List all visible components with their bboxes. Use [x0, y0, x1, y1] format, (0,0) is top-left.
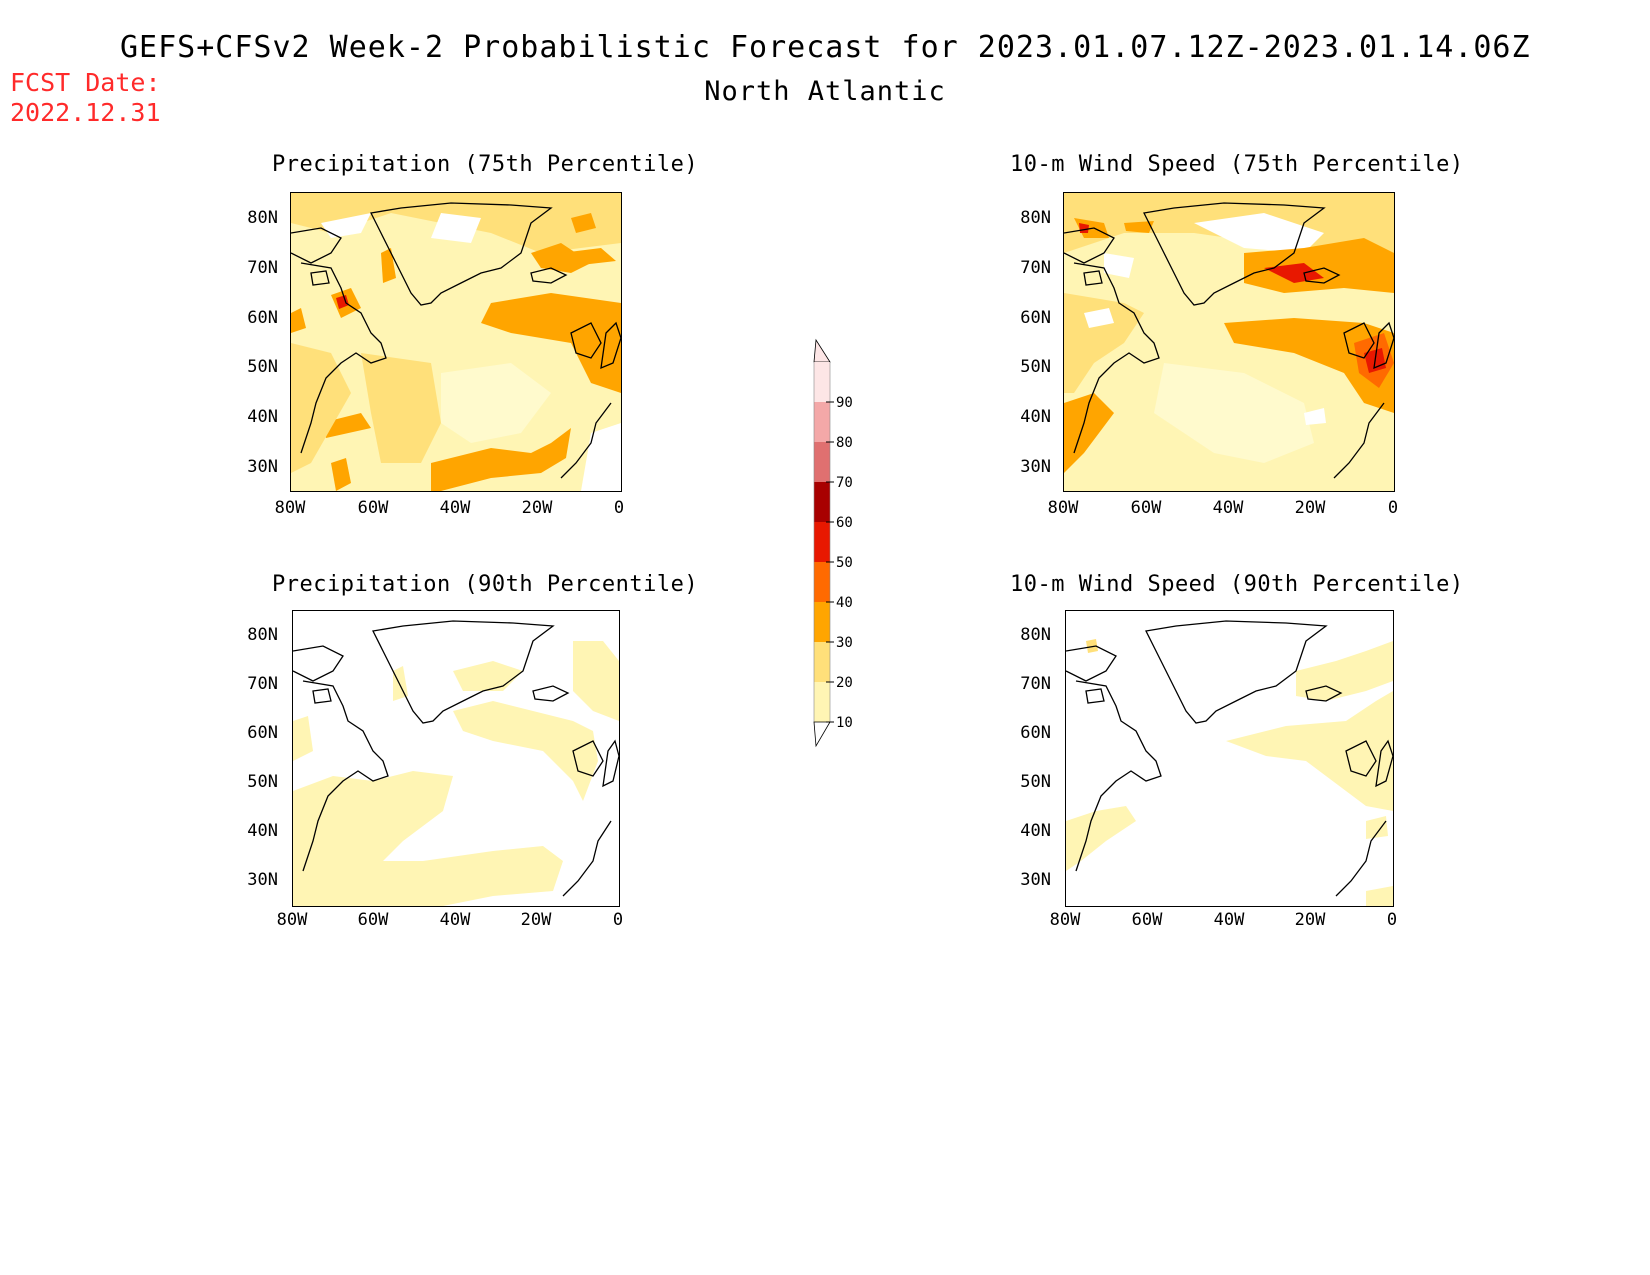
lat-label: 50N	[1020, 772, 1051, 792]
map-area	[292, 610, 620, 907]
lat-label: 80N	[247, 625, 278, 645]
lon-label: 0	[612, 910, 624, 930]
lon-label: 20W	[1294, 910, 1326, 930]
colorbar-label: 90	[836, 395, 853, 411]
colorbar-label: 40	[836, 595, 853, 611]
map-area	[1065, 610, 1394, 907]
lat-label: 80N	[247, 208, 278, 228]
lon-label: 40W	[439, 498, 471, 518]
colorbar-swatch	[814, 442, 830, 482]
region-subtitle: North Atlantic	[704, 76, 946, 107]
colorbar-label: 70	[836, 475, 853, 491]
lon-label: 20W	[521, 498, 553, 518]
lon-label: 20W	[520, 910, 552, 930]
lon-label: 80W	[274, 498, 306, 518]
colorbar: 10 20 30 40 50 60 70 80 90	[810, 338, 870, 752]
map-area	[1063, 192, 1395, 492]
lat-label: 70N	[247, 674, 278, 694]
lat-label: 50N	[247, 772, 278, 792]
panel-title: 10-m Wind Speed (75th Percentile)	[1010, 152, 1464, 177]
field-shading	[291, 193, 621, 491]
lat-label: 40N	[247, 821, 278, 841]
colorbar-label: 80	[836, 435, 853, 451]
lat-label: 80N	[1020, 208, 1051, 228]
lon-label: 20W	[1294, 498, 1326, 518]
colorbar-swatch	[814, 602, 830, 642]
lon-label: 80W	[1047, 498, 1079, 518]
panel-title: Precipitation (75th Percentile)	[272, 152, 699, 177]
lon-label: 60W	[357, 498, 389, 518]
colorbar-label: 50	[836, 555, 853, 571]
colorbar-swatch	[814, 642, 830, 682]
lat-label: 70N	[1020, 674, 1051, 694]
lon-label: 80W	[1049, 910, 1081, 930]
lat-label: 30N	[1020, 457, 1051, 477]
lat-label: 40N	[1020, 821, 1051, 841]
field-shading	[1064, 193, 1394, 491]
forecast-date-value: 2022.12.31	[10, 98, 161, 127]
lat-label: 50N	[247, 357, 278, 377]
colorbar-swatch	[814, 562, 830, 602]
forecast-date-block: FCST Date: 2022.12.31	[10, 68, 161, 128]
field-shading	[1066, 611, 1393, 906]
colorbar-swatch	[814, 402, 830, 442]
lon-label: 60W	[357, 910, 389, 930]
colorbar-swatch	[814, 482, 830, 522]
lat-label: 40N	[1020, 407, 1051, 427]
lat-label: 60N	[1020, 723, 1051, 743]
colorbar-label: 60	[836, 515, 853, 531]
lat-label: 50N	[1020, 357, 1051, 377]
lon-label: 0	[1386, 910, 1398, 930]
colorbar-label: 20	[836, 675, 853, 691]
colorbar-bottom-cap	[813, 721, 831, 748]
colorbar-swatches: 10 20 30 40 50 60 70 80 90	[813, 338, 853, 748]
field-shading	[293, 611, 619, 906]
lon-label: 40W	[1213, 910, 1245, 930]
colorbar-top-cap	[813, 338, 831, 363]
main-title: GEFS+CFSv2 Week-2 Probabilistic Forecast…	[120, 30, 1531, 65]
lon-label: 40W	[1212, 498, 1244, 518]
colorbar-swatch	[814, 522, 830, 562]
colorbar-label: 30	[836, 635, 853, 651]
colorbar-label: 10	[836, 715, 853, 731]
lat-label: 30N	[1020, 870, 1051, 890]
lon-label: 60W	[1131, 910, 1163, 930]
colorbar-swatch	[814, 682, 830, 722]
lon-label: 40W	[439, 910, 471, 930]
lat-label: 30N	[247, 457, 278, 477]
lat-label: 80N	[1020, 625, 1051, 645]
lon-label: 80W	[276, 910, 308, 930]
panel-title: Precipitation (90th Percentile)	[272, 572, 699, 597]
forecast-date-label: FCST Date:	[10, 68, 161, 97]
lon-label: 0	[613, 498, 625, 518]
map-area	[290, 192, 622, 492]
lat-label: 40N	[247, 407, 278, 427]
lon-label: 0	[1387, 498, 1399, 518]
panel-title: 10-m Wind Speed (90th Percentile)	[1010, 572, 1464, 597]
lat-label: 70N	[1020, 258, 1051, 278]
lat-label: 60N	[247, 308, 278, 328]
colorbar-swatch	[814, 362, 830, 402]
lat-label: 30N	[247, 870, 278, 890]
lat-label: 70N	[247, 258, 278, 278]
lat-label: 60N	[247, 723, 278, 743]
lat-label: 60N	[1020, 308, 1051, 328]
lon-label: 60W	[1130, 498, 1162, 518]
